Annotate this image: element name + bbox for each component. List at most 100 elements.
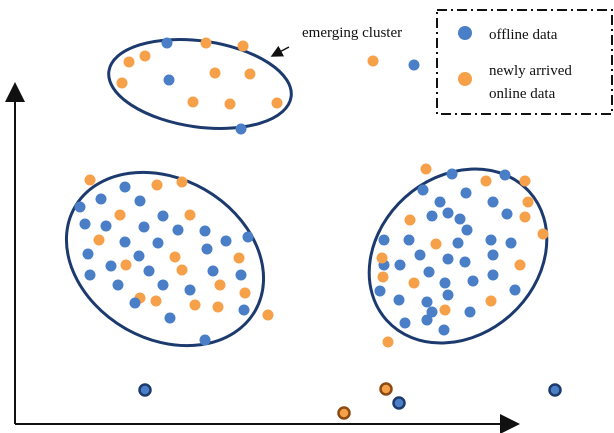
- offline-point: [235, 269, 247, 281]
- offline-point: [487, 269, 499, 281]
- online-point: [116, 77, 128, 89]
- offline-point: [452, 237, 464, 249]
- offline-point: [157, 279, 169, 291]
- online-point: [84, 174, 96, 186]
- offline-point: [82, 248, 94, 260]
- offline-point: [464, 306, 476, 318]
- online-point: [271, 97, 283, 109]
- offline-point: [163, 74, 175, 86]
- offline-point: [138, 221, 150, 233]
- online-outlier-point: [379, 382, 393, 396]
- online-point: [93, 234, 105, 246]
- online-point: [408, 277, 420, 289]
- offline-point: [220, 235, 232, 247]
- online-point: [114, 209, 126, 221]
- online-point: [420, 163, 432, 175]
- online-point: [123, 56, 135, 68]
- offline-point: [459, 256, 471, 268]
- online-point: [376, 252, 388, 264]
- offline-point: [100, 220, 112, 232]
- online-point: [382, 336, 394, 348]
- offline-point: [199, 334, 211, 346]
- online-point: [262, 309, 274, 321]
- offline-point: [399, 317, 411, 329]
- emerging-cluster-label: emerging cluster: [302, 25, 402, 41]
- online-point: [209, 67, 221, 79]
- online-point: [176, 264, 188, 276]
- offline-point: [414, 249, 426, 261]
- online-point: [233, 252, 245, 264]
- offline-point: [460, 187, 472, 199]
- offline-point: [438, 324, 450, 336]
- offline-point: [207, 265, 219, 277]
- online-point: [200, 37, 212, 49]
- online-point: [514, 259, 526, 271]
- offline-point: [374, 285, 386, 297]
- right-cluster-ellipse: [367, 167, 549, 345]
- online-point: [169, 251, 181, 263]
- offline-point: [434, 196, 446, 208]
- online-point: [367, 55, 379, 67]
- offline-point: [394, 259, 406, 271]
- online-point: [430, 238, 442, 250]
- offline-point: [423, 266, 435, 278]
- online-point: [485, 295, 497, 307]
- online-point: [187, 96, 199, 108]
- online-point: [189, 299, 201, 311]
- offline-point: [505, 237, 517, 249]
- offline-point: [201, 243, 213, 255]
- offline-point: [105, 260, 117, 272]
- offline-point: [112, 279, 124, 291]
- offline-point: [485, 234, 497, 246]
- online-point: [120, 259, 132, 271]
- left-cluster-ellipse: [64, 170, 266, 348]
- offline-point: [446, 168, 458, 180]
- offline-point: [157, 210, 169, 222]
- online-point: [176, 176, 188, 188]
- offline-point: [79, 218, 91, 230]
- online-point: [224, 98, 236, 110]
- offline-point: [119, 181, 131, 193]
- offline-point: [403, 234, 415, 246]
- online-point: [139, 50, 151, 62]
- offline-point: [133, 250, 145, 262]
- offline-point: [143, 265, 155, 277]
- offline-point: [393, 294, 405, 306]
- emerging-cluster-ellipse: [107, 38, 293, 130]
- offline-outlier-point: [392, 396, 406, 410]
- offline-point: [235, 123, 247, 135]
- offline-point: [164, 312, 176, 324]
- offline-point: [238, 304, 250, 316]
- online-point: [184, 209, 196, 221]
- offline-legend-icon: [458, 26, 472, 40]
- offline-point: [421, 296, 433, 308]
- offline-point: [378, 234, 390, 246]
- offline-point: [119, 236, 131, 248]
- online-point: [212, 301, 224, 313]
- offline-point: [95, 193, 107, 205]
- online-point: [214, 279, 226, 291]
- offline-point: [426, 210, 438, 222]
- offline-point: [442, 289, 454, 301]
- offline-point: [509, 284, 521, 296]
- offline-point: [408, 59, 420, 71]
- offline-point: [487, 196, 499, 208]
- online-point: [377, 271, 389, 283]
- online-point: [151, 179, 163, 191]
- offline-point: [129, 297, 141, 309]
- annotation-arrow: [270, 45, 290, 57]
- online-point: [237, 40, 249, 52]
- offline-outlier-point: [138, 383, 152, 397]
- legend: offline data newly arrived online data: [436, 9, 613, 115]
- offline-point: [454, 213, 466, 225]
- offline-point: [242, 231, 254, 243]
- online-outlier-point: [337, 406, 351, 420]
- online-point: [519, 175, 531, 187]
- offline-point: [172, 224, 184, 236]
- online-point: [537, 228, 549, 240]
- online-point: [439, 304, 451, 316]
- online-point: [404, 214, 416, 226]
- online-point: [150, 295, 162, 307]
